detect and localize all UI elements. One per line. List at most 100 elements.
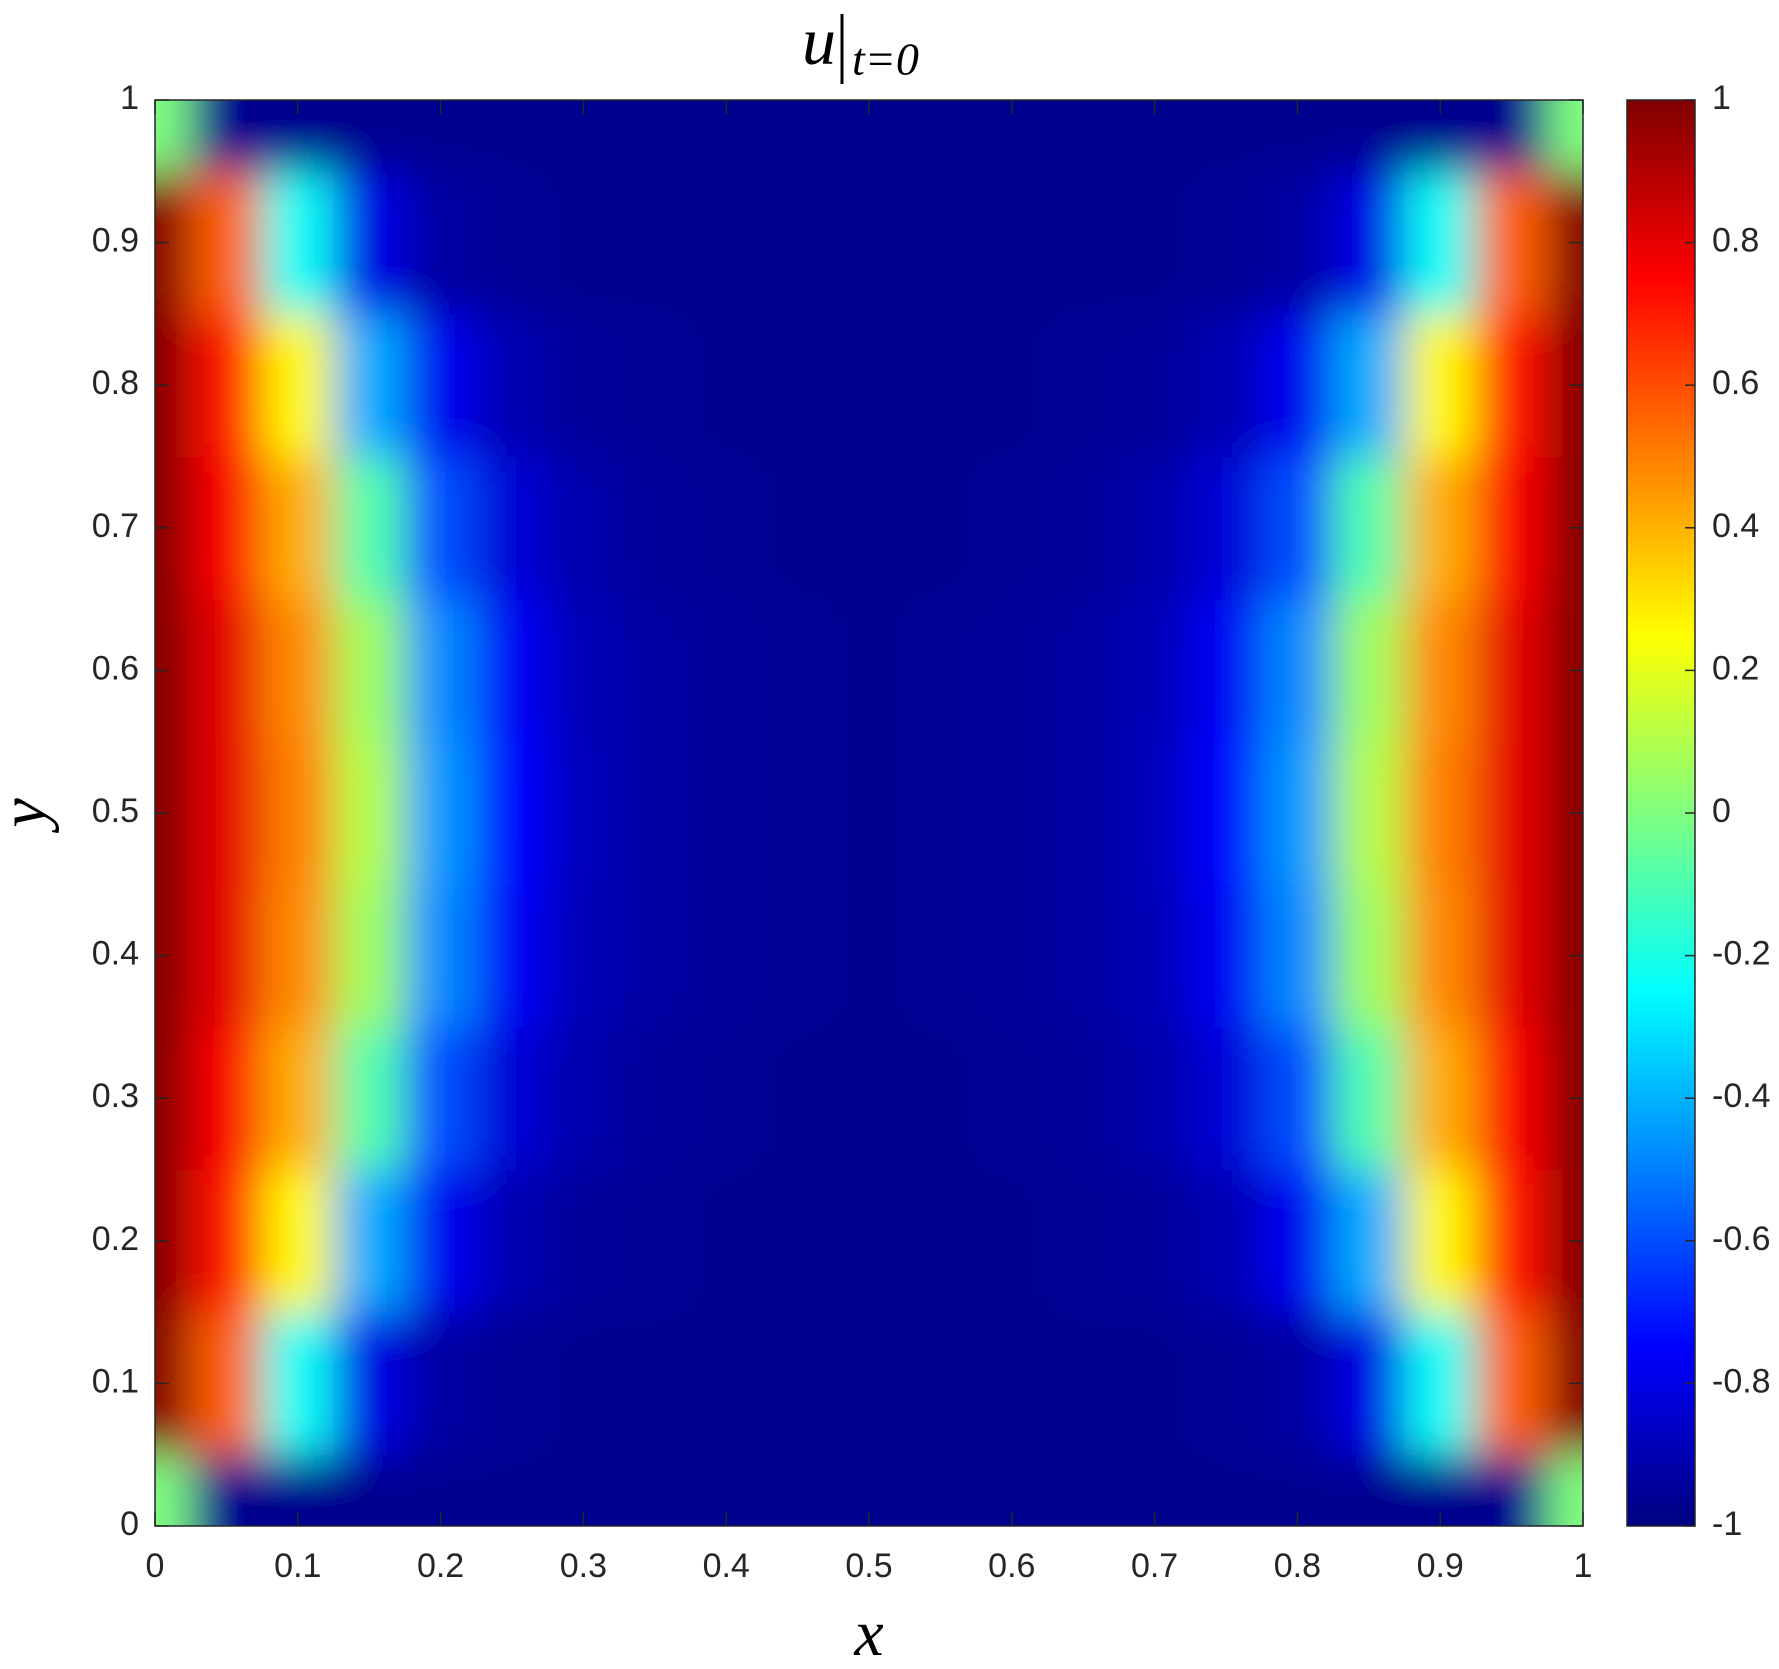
heatmap-cell [155,100,192,172]
heatmap-cell [262,1169,334,1313]
y-tick-label: 0.2 [92,1220,139,1258]
y-tick-label: 0.1 [92,1362,139,1400]
heatmap-cell [761,313,834,457]
heatmap-cell [547,313,620,457]
x-tick-label: 0.2 [417,1547,464,1585]
heatmap-cell [1047,741,1120,885]
heatmap-cell [1261,171,1334,315]
heatmap-cell [690,1169,763,1313]
heatmap-cell [1261,884,1334,1028]
heatmap-cell [761,171,834,315]
heatmap-cell [619,741,691,885]
heatmap-cell [619,1026,691,1170]
heatmap-cell [1475,1026,1548,1170]
heatmap-cell [190,1312,263,1456]
heatmap-cell [476,741,549,885]
heatmap-cell [404,1026,477,1170]
heatmap-cell [262,1026,334,1170]
heatmap-cell [1333,741,1405,885]
heatmap-cell [904,313,977,457]
heatmap-cell [976,1169,1048,1313]
heatmap-cell [904,1169,977,1313]
y-tick-label: 0.3 [92,1077,139,1115]
heatmap-cell [1333,884,1405,1028]
heatmap-cell [1333,171,1405,315]
x-tick-label: 0.1 [274,1547,321,1585]
heatmap-cell [476,1312,549,1456]
heatmap-cell [333,313,406,457]
heatmap-cell [904,1454,977,1526]
heatmap-cell [619,884,691,1028]
heatmap-cell [1547,1454,1583,1526]
heatmap-cell [833,313,906,457]
colorbar-tick-label: -0.4 [1712,1077,1771,1115]
heatmap-cell [1261,456,1334,600]
heatmap-cell [761,1169,834,1313]
heatmap-cell [1118,741,1191,885]
heatmap-cell [547,741,620,885]
heatmap-cell [1047,1454,1120,1526]
heatmap-cell [1333,599,1405,743]
heatmap-cell [1190,313,1263,457]
heatmap-cell [476,456,549,600]
heatmap-cell [761,100,834,172]
heatmap-cell [404,1169,477,1313]
heatmap-cell [547,456,620,600]
heatmap-cell [1333,1312,1405,1456]
heatmap-cell [333,171,406,315]
heatmap-cell [476,100,549,172]
heatmap-cell [1047,313,1120,457]
y-tick-label: 1 [120,79,139,117]
heatmap-cell [547,884,620,1028]
heatmap-cell [1047,171,1120,315]
heatmap-cell [690,313,763,457]
heatmap-cell [619,1454,691,1526]
heatmap-cell [1118,599,1191,743]
heatmap-cell [262,884,334,1028]
colorbar-tick-label: -0.2 [1712,935,1771,973]
heatmap-cell [476,1026,549,1170]
heatmap-cell [333,456,406,600]
heatmap-cell [976,456,1048,600]
heatmap-cell [1333,1169,1405,1313]
heatmap-cell [1333,313,1405,457]
heatmap-cell [1118,1169,1191,1313]
heatmap-cell [1333,1454,1405,1526]
colorbar-tick-label: 0 [1712,792,1731,830]
heatmap-cell [476,1169,549,1313]
heatmap-cell [976,171,1048,315]
heatmap-cell [333,1312,406,1456]
heatmap-cell [833,171,906,315]
heatmap-cell [1047,1312,1120,1456]
heatmap-cell [690,599,763,743]
y-tick-label: 0.5 [92,792,139,830]
colorbar-tick-label: -1 [1712,1505,1742,1543]
heatmap-cell [1190,599,1263,743]
y-tick-label: 0.8 [92,364,139,402]
colorbar-tick-label: 0.4 [1712,507,1759,545]
heatmap-cells [155,100,1583,1526]
heatmap-cell [1118,1026,1191,1170]
heatmap-cell [190,313,263,457]
heatmap-cell [1118,1312,1191,1456]
heatmap-cell [547,1026,620,1170]
heatmap-cell [1475,884,1548,1028]
heatmap-cell [1333,456,1405,600]
y-axis-label: y [0,798,60,834]
heatmap-cell [904,1026,977,1170]
heatmap-cell [1475,313,1548,457]
heatmap-cell [1404,884,1477,1028]
heatmap-cell [1404,456,1477,600]
heatmap-cell [833,1026,906,1170]
heatmap-cell [547,171,620,315]
heatmap-cell [1047,1026,1120,1170]
heatmap-cell [1404,1026,1477,1170]
x-tick-label: 0.3 [560,1547,607,1585]
heatmap-cell [1190,171,1263,315]
heatmap-cell [1475,1169,1548,1313]
heatmap-cell [190,171,263,315]
heatmap-cell [904,1312,977,1456]
heatmap-cell [619,1312,691,1456]
heatmap-cell [1190,1454,1263,1526]
heatmap-cell [1475,171,1548,315]
